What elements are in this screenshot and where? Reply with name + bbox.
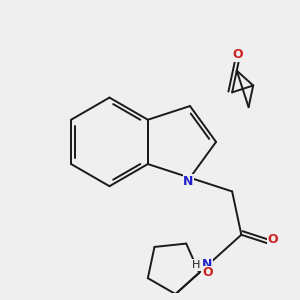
Text: O: O <box>233 48 243 61</box>
Text: O: O <box>268 233 278 246</box>
Text: H: H <box>192 260 201 270</box>
Text: N: N <box>183 175 194 188</box>
Text: N: N <box>202 259 212 272</box>
Text: O: O <box>202 266 213 279</box>
